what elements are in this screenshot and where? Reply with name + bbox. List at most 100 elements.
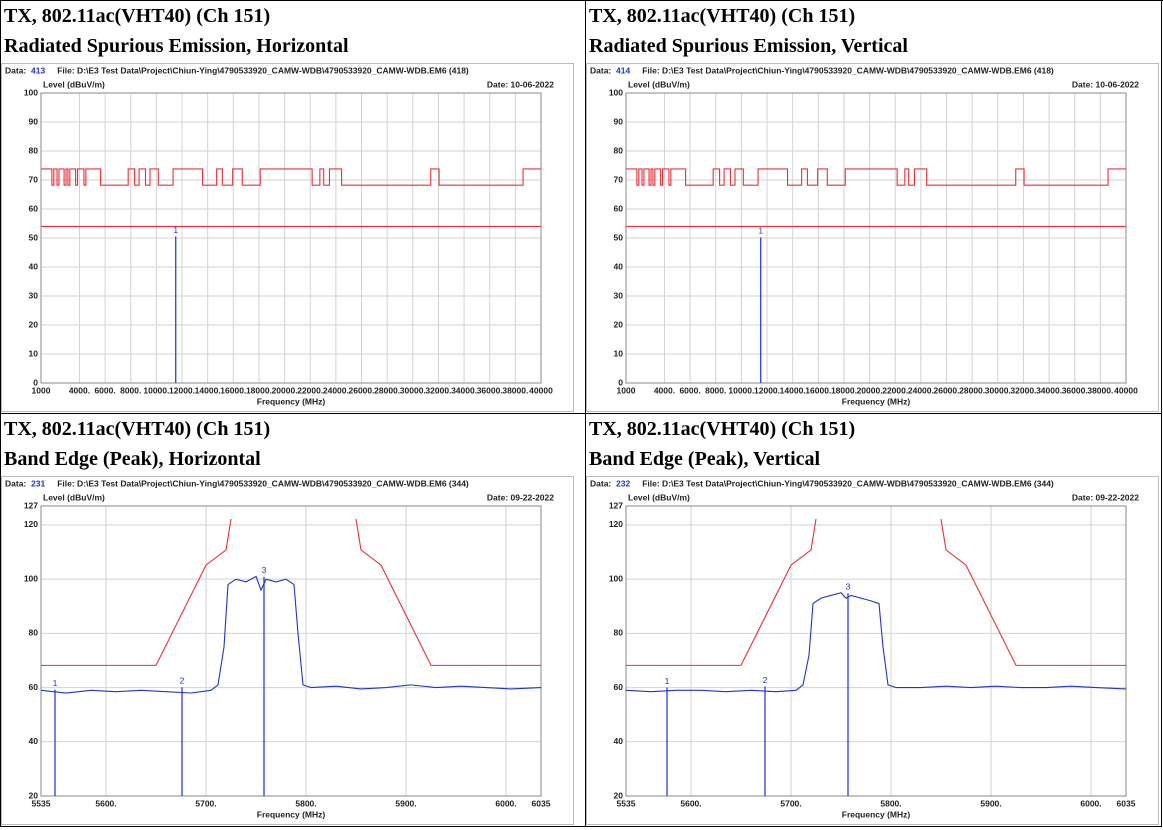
y-tick-label: 90: [29, 116, 39, 126]
data-label: Data:: [590, 478, 611, 488]
chart-frame: [586, 63, 1159, 412]
x-tick-label: 5700.: [195, 798, 216, 808]
heading-line: TX, 802.11ac(VHT40) (Ch 151): [4, 5, 271, 27]
x-tick-label: 8000.: [705, 385, 726, 395]
y-tick-label: 70: [29, 174, 39, 184]
trace-line: [626, 518, 817, 666]
x-tick-label: 5900.: [395, 798, 416, 808]
x-tick-label: 24000.: [323, 385, 349, 395]
x-tick-label: 32000.: [1010, 385, 1036, 395]
data-id: 414: [616, 65, 630, 75]
marker-label: 3: [262, 565, 267, 575]
y-tick-label: 40: [29, 261, 39, 271]
y-tick-label: 40: [614, 736, 624, 746]
y-tick-label: 90: [614, 116, 624, 126]
x-tick-label: 5600.: [680, 798, 701, 808]
chart: Data: 231 File: D:\E3 Test Data\Project\Ch…: [1, 476, 574, 825]
y-tick-label: 50: [614, 232, 624, 242]
chart: Data: 413 File: D:\E3 Test Data\Project\Ch…: [1, 63, 574, 412]
y-tick-label: 0: [618, 377, 623, 387]
y-tick-label: 20: [614, 319, 624, 329]
x-tick-label: 5900.: [980, 798, 1001, 808]
x-tick-label: 12000.: [169, 385, 195, 395]
x-tick-label: 5535: [617, 798, 636, 808]
x-axis-label: Frequency (MHz): [257, 396, 326, 406]
y-tick-label: 20: [29, 319, 39, 329]
x-tick-label: 5700.: [780, 798, 801, 808]
y-tick-label: 40: [29, 736, 39, 746]
marker-label: 2: [763, 675, 768, 685]
data-id: 232: [616, 478, 630, 488]
x-tick-label: 38000.: [1087, 385, 1113, 395]
heading: TX, 802.11ac(VHT40) (Ch 151) Band Edge (…: [1, 414, 585, 476]
y-axis-label: Level (dBuV/m): [628, 492, 690, 502]
x-tick-label: 26000.: [349, 385, 375, 395]
x-tick-label: 36000.: [477, 385, 503, 395]
chart-frame: [1, 63, 574, 412]
x-tick-label: 12000.: [754, 385, 780, 395]
data-id: 231: [31, 478, 45, 488]
plot-border: [40, 92, 542, 384]
x-tick-label: 38000.: [502, 385, 528, 395]
x-tick-label: 1000: [32, 385, 51, 395]
y-tick-label: 127: [609, 500, 623, 510]
marker-label: 1: [173, 225, 178, 235]
x-tick-label: 6000.: [94, 385, 115, 395]
y-tick-label: 100: [609, 573, 623, 583]
trace-line: [40, 575, 542, 694]
y-tick-label: 80: [29, 145, 39, 155]
cell: TX, 802.11ac(VHT40) (Ch 151) Radiated Sp…: [586, 1, 1162, 414]
x-tick-label: 36000.: [1062, 385, 1088, 395]
marker-label: 3: [846, 582, 851, 592]
y-tick-label: 127: [24, 500, 38, 510]
y-tick-label: 80: [614, 628, 624, 638]
data-label: Data:: [5, 478, 26, 488]
marker-label: 1: [53, 678, 58, 688]
cell: TX, 802.11ac(VHT40) (Ch 151) Band Edge (…: [586, 414, 1162, 827]
x-tick-label: 18000.: [831, 385, 857, 395]
x-tick-label: 6000.: [495, 798, 516, 808]
trace-line: [940, 518, 1126, 666]
y-tick-label: 100: [24, 573, 38, 583]
y-tick-label: 30: [29, 290, 39, 300]
file-path: File: D:\E3 Test Data\Project\Chiun-Ying…: [57, 478, 469, 488]
x-tick-label: 16000.: [220, 385, 246, 395]
x-axis-label: Frequency (MHz): [257, 809, 326, 819]
marker-label: 1: [665, 676, 670, 686]
y-tick-label: 10: [614, 348, 624, 358]
x-tick-label: 10000.: [728, 385, 754, 395]
file-path: File: D:\E3 Test Data\Project\Chiun-Ying…: [642, 65, 1054, 75]
y-tick-label: 120: [609, 519, 623, 529]
file-path: File: D:\E3 Test Data\Project\Chiun-Ying…: [57, 65, 469, 75]
limit-line: [41, 168, 541, 186]
chart: Data: 414 File: D:\E3 Test Data\Project\Ch…: [586, 63, 1159, 412]
date: Date: 10-06-2022: [487, 79, 554, 89]
x-tick-label: 14000.: [195, 385, 221, 395]
x-tick-label: 5600.: [95, 798, 116, 808]
limit-line: [626, 168, 1126, 186]
x-tick-label: 5800.: [880, 798, 901, 808]
y-tick-label: 60: [29, 682, 39, 692]
y-tick-label: 20: [614, 790, 624, 800]
marker-label: 1: [758, 226, 763, 236]
date: Date: 09-22-2022: [487, 492, 554, 502]
trace-line: [355, 518, 541, 666]
heading-line: Radiated Spurious Emission, Horizontal: [4, 35, 349, 57]
date: Date: 10-06-2022: [1072, 79, 1139, 89]
data-label: Data:: [5, 65, 26, 75]
chart-frame: [586, 476, 1159, 825]
heading-line: Radiated Spurious Emission, Vertical: [589, 35, 908, 57]
data-label: Data:: [590, 65, 611, 75]
y-tick-label: 50: [29, 232, 39, 242]
y-axis-label: Level (dBuV/m): [43, 79, 105, 89]
x-tick-label: 14000.: [780, 385, 806, 395]
plot-border: [625, 92, 1127, 384]
x-tick-label: 40000: [529, 385, 553, 395]
x-tick-label: 28000.: [959, 385, 985, 395]
x-tick-label: 30000.: [400, 385, 426, 395]
x-axis-label: Frequency (MHz): [842, 396, 911, 406]
x-tick-label: 16000.: [805, 385, 831, 395]
x-tick-label: 30000.: [985, 385, 1011, 395]
date: Date: 09-22-2022: [1072, 492, 1139, 502]
